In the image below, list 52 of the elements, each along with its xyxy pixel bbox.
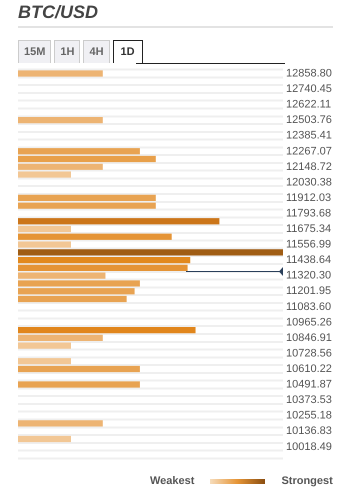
- y-tick-label: 10728.56: [286, 347, 332, 360]
- bar: [18, 358, 71, 364]
- y-tick-label: 10255.18: [286, 410, 332, 422]
- bar: [18, 342, 71, 349]
- y-tick-label: 10018.49: [286, 440, 332, 453]
- text: 15M: [18, 40, 52, 63]
- bar: [18, 249, 283, 256]
- y-tick-label: 10846.91: [286, 332, 332, 344]
- text: 1H: [54, 40, 80, 63]
- text: Weakest: [150, 475, 194, 487]
- bar: [18, 70, 103, 77]
- bar: [18, 257, 190, 264]
- bar: [18, 241, 71, 248]
- y-tick-label: 12858.80: [286, 68, 332, 80]
- bar: [18, 436, 71, 442]
- bar: [18, 117, 103, 124]
- bar: [18, 226, 71, 232]
- y-tick-label: 10610.22: [286, 363, 332, 376]
- text: 1D: [112, 40, 143, 63]
- y-tick-label: 10491.87: [286, 378, 332, 391]
- bar: [18, 164, 103, 170]
- y-tick-label: 11912.03: [286, 192, 332, 204]
- text: 4H: [83, 40, 110, 63]
- y-tick-label: 11320.30: [286, 270, 332, 282]
- bar: [18, 326, 196, 334]
- y-tick-label: 11201.95: [286, 285, 332, 298]
- bar: [18, 218, 220, 224]
- y-tick-label: 10373.53: [286, 394, 332, 406]
- chart-title: BTC/USD: [18, 2, 98, 23]
- y-tick-label: 11083.60: [286, 300, 332, 313]
- y-tick-label: 11793.68: [286, 207, 332, 220]
- bar: [18, 272, 106, 279]
- bar: [18, 171, 71, 178]
- bar: [18, 264, 188, 271]
- bar: [18, 334, 103, 341]
- y-tick-label: 10965.26: [286, 316, 332, 328]
- y-tick-label: 11556.99: [286, 238, 332, 251]
- y-tick-label: 12385.41: [286, 130, 332, 142]
- bar: [18, 381, 140, 388]
- y-tick-label: 11675.34: [286, 223, 332, 236]
- y-tick-label: 10136.83: [286, 425, 332, 438]
- bar: [18, 366, 140, 372]
- y-tick-label: 12148.72: [286, 160, 332, 173]
- y-tick-label: 12030.38: [286, 176, 332, 188]
- y-tick-label: 12503.76: [286, 114, 332, 126]
- y-tick-label: 12267.07: [286, 145, 332, 158]
- y-tick-label: 12622.11: [286, 98, 332, 111]
- y-tick-label: 12740.45: [286, 83, 332, 96]
- text: Strongest: [281, 475, 333, 487]
- bar: [18, 234, 172, 240]
- bar: [18, 420, 103, 427]
- y-tick-label: 11438.64: [286, 254, 332, 266]
